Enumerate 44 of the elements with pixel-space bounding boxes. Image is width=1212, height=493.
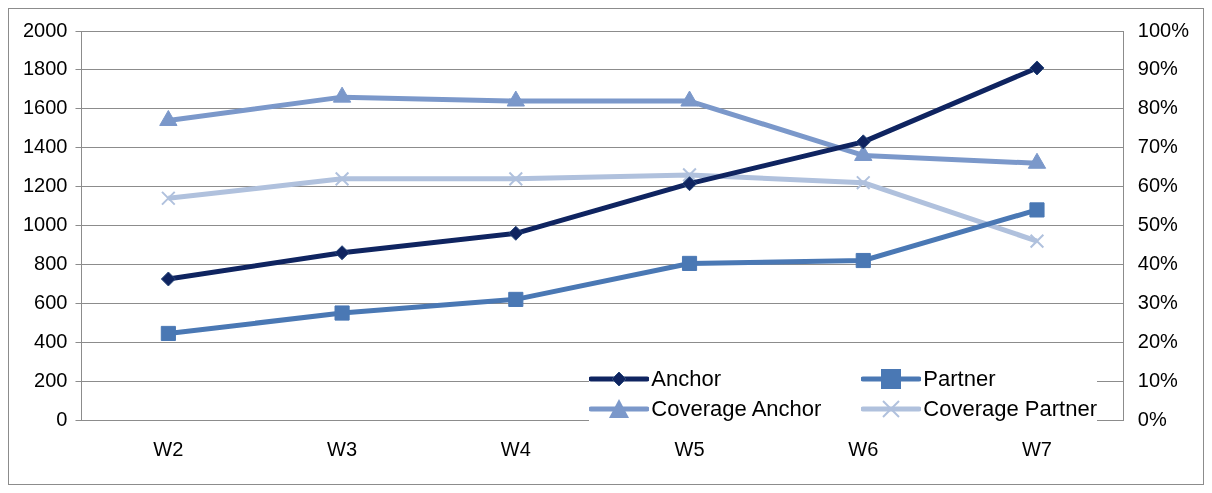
point <box>855 134 871 150</box>
legend-label: Partner <box>923 366 996 392</box>
y-tick-label: 200 <box>34 368 68 391</box>
y-tick-label: 1000 <box>22 213 68 236</box>
y-tick-label: 400 <box>34 329 68 352</box>
point <box>508 225 524 241</box>
y2-tick-label: 90% <box>1137 57 1179 80</box>
x-tick-label: W6 <box>848 437 879 460</box>
y2-tick-label: 0% <box>1137 407 1167 430</box>
y-tick-label: 0 <box>56 407 68 430</box>
y-tick-label: 1800 <box>22 57 68 80</box>
y2-tick-label: 50% <box>1137 213 1179 236</box>
y2-tick-label: 20% <box>1137 329 1179 352</box>
y2-tick-label: 60% <box>1137 174 1179 197</box>
y-tick-label: 1200 <box>22 174 68 197</box>
x-tick-label: W2 <box>153 437 184 460</box>
point <box>682 176 698 192</box>
point <box>681 255 698 271</box>
legend-label: Coverage Partner <box>923 396 1097 422</box>
x-tick-label: W4 <box>500 437 531 460</box>
y2-tick-label: 10% <box>1137 368 1179 391</box>
legend-label: Coverage Anchor <box>651 396 822 422</box>
point <box>855 252 871 269</box>
legend-label: Anchor <box>651 366 722 392</box>
y-tick-label: 1600 <box>22 96 68 119</box>
y2-tick-label: 80% <box>1137 96 1179 119</box>
point <box>1029 202 1045 218</box>
x-tick-label: W3 <box>327 437 358 460</box>
y-tick-label: 1400 <box>22 135 68 158</box>
point <box>508 291 524 307</box>
point <box>334 245 350 261</box>
y2-tick-label: 40% <box>1137 251 1179 274</box>
x-tick-label: W7 <box>1021 437 1052 460</box>
point <box>1029 60 1045 76</box>
y2-tick-label: 30% <box>1137 290 1179 313</box>
y-tick-label: 800 <box>34 251 68 274</box>
y2-tick-label: 100% <box>1137 18 1190 41</box>
point <box>334 305 350 321</box>
point <box>160 271 176 287</box>
x-tick-label: W5 <box>674 437 705 460</box>
y-tick-label: 600 <box>34 290 68 313</box>
point <box>160 325 176 342</box>
y2-tick-label: 70% <box>1137 135 1179 158</box>
y-tick-label: 2000 <box>22 18 68 41</box>
